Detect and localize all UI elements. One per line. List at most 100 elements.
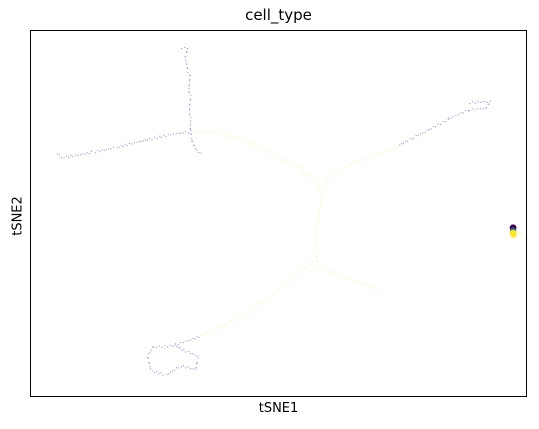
data-point [290,277,292,280]
data-point [295,166,297,169]
data-point [195,368,197,370]
data-point [223,133,225,135]
data-point [307,264,309,266]
data-point [179,347,181,349]
data-point [197,355,199,357]
data-point [452,115,454,118]
data-point [254,305,257,307]
data-point [480,101,482,104]
data-point [185,130,187,133]
data-point [356,161,358,164]
data-point [188,92,190,94]
data-point [189,124,191,126]
data-point [201,131,203,133]
data-point [327,270,329,272]
data-point [189,99,191,101]
data-point [174,344,176,346]
x-axis-label: tSNE1 [258,401,299,416]
data-point [190,352,192,355]
data-point [316,182,318,184]
data-point [251,308,253,311]
data-point [94,152,97,154]
data-point [239,316,241,318]
data-point [173,369,175,371]
data-point [315,230,317,232]
data-point [271,153,273,155]
data-point [146,139,149,141]
data-point [218,132,220,134]
data-point [119,146,121,149]
data-point [117,146,119,148]
data-point [339,169,341,171]
data-point [468,110,470,112]
data-point [293,274,295,277]
data-point [168,373,170,375]
cluster-point [517,232,519,234]
data-point [188,80,191,82]
data-point [445,121,447,123]
data-point [147,357,149,359]
data-point [298,166,300,168]
data-point [398,144,401,146]
data-point [376,154,378,157]
data-point [97,149,99,152]
data-point [442,120,444,123]
data-point [319,208,321,210]
data-point [166,373,168,376]
data-point [317,221,319,223]
data-point [315,237,317,239]
data-point [150,349,153,351]
data-point [320,204,322,206]
data-point [317,185,319,188]
data-point [271,295,274,297]
data-point [161,346,163,349]
data-point [321,199,323,202]
data-point [337,275,339,277]
data-point [303,267,305,270]
data-point [178,347,180,349]
data-point [255,147,257,149]
data-point [149,351,151,353]
data-point [189,114,191,117]
data-point [191,137,193,140]
data-point [282,159,284,161]
data-point [248,312,251,315]
data-point [193,145,196,147]
data-point [277,157,279,159]
data-point [126,144,128,147]
data-point [273,155,276,157]
data-point [128,142,131,145]
data-point [325,181,327,183]
data-point [177,344,179,346]
data-point [316,225,318,228]
data-point [148,362,151,364]
data-point [196,130,198,132]
data-point [346,165,348,167]
data-point [176,345,178,347]
data-point [251,144,254,146]
data-point [265,299,267,302]
data-point [178,133,180,135]
data-point [288,162,290,164]
data-point [312,261,314,263]
data-point [310,177,312,179]
data-point [284,160,286,162]
data-point [474,102,477,104]
data-point [467,110,469,112]
data-point [208,131,211,134]
data-point [162,374,164,376]
data-point [261,148,263,150]
data-point [213,131,215,134]
data-point [250,142,252,145]
data-point [196,335,198,338]
data-point [306,174,308,177]
data-point [56,153,58,155]
data-point [79,154,82,156]
data-point [290,164,293,166]
data-point [189,127,191,129]
data-point [223,324,226,326]
data-point [136,141,138,144]
axes-frame [30,30,527,397]
data-point [233,137,235,140]
